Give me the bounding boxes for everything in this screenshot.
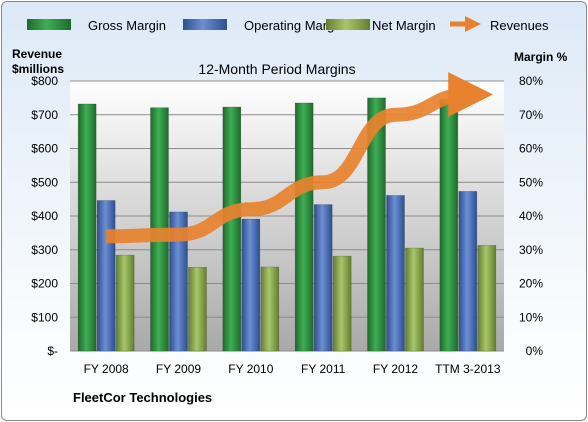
legend-label-net-margin: Net Margin [372,18,436,33]
left-tick-label: $600 [31,142,58,156]
right-tick-label: 30% [519,243,543,257]
company-name: FleetCor Technologies [73,390,212,405]
right-axis-ticks: 0% 10% 20% 30% 40% 50% 60% 70% 80% [519,74,543,358]
left-tick-label: $300 [31,243,58,257]
right-tick-label: 0% [526,344,544,358]
left-axis-label-line-1: Revenue [12,47,62,61]
category-label: FY 2008 [84,362,129,376]
operating-margin-bar [169,211,188,352]
right-tick-label: 20% [519,277,543,291]
bars [77,97,497,352]
operating-margin-bar [241,218,261,352]
left-tick-label: $700 [31,108,58,122]
net-margin-bar [260,266,280,352]
revenue-line [106,72,494,244]
left-tick-label: $100 [31,310,58,324]
gross-margin-bar [77,103,97,352]
gridlines [70,80,504,352]
legend-item-net-margin: Net Margin [326,18,436,33]
operating-margin-bar [458,191,478,352]
chart-title: 12-Month Period Margins [198,61,355,77]
left-tick-label: $200 [31,277,58,291]
legend-swatch-net-margin [326,19,370,30]
legend: Gross Margin Operating Margin Net Margin… [27,15,549,33]
left-tick-label: $500 [31,175,58,189]
right-tick-label: 60% [519,142,543,156]
right-tick-label: 70% [519,108,543,122]
category-labels: FY 2008 FY 2009 FY 2010 FY 2011 FY 2012 TTM 3… [84,362,501,376]
category-label: FY 2012 [373,362,418,376]
right-tick-label: 80% [519,74,543,88]
operating-margin-bar [96,200,116,352]
operating-margin-bar [313,204,333,352]
category-label: FY 2010 [228,362,273,376]
gross-margin-bar [294,102,314,352]
net-margin-bar [477,245,497,352]
gross-margin-bar [222,106,242,352]
legend-item-gross-margin: Gross Margin [27,18,166,33]
gross-margin-bar [439,99,459,352]
net-margin-bar [405,247,424,352]
category-label: FY 2011 [301,362,346,376]
legend-swatch-gross-margin [27,19,71,30]
left-tick-label: $- [47,344,58,358]
net-margin-bar [332,255,352,352]
legend-label-gross-margin: Gross Margin [88,18,166,33]
left-tick-label: $800 [31,74,58,88]
legend-item-operating-margin: Operating Margin [183,18,344,33]
net-margin-bar [188,266,207,352]
legend-item-revenues: Revenues [450,15,549,33]
legend-label-revenues: Revenues [490,18,549,33]
right-tick-label: 10% [519,310,543,324]
revenues-line [106,72,494,244]
net-margin-bar [115,254,135,352]
category-label: FY 2009 [156,362,201,376]
category-label: TTM 3-2013 [435,362,501,376]
legend-swatch-operating-margin [183,19,227,30]
left-tick-label: $400 [31,209,58,223]
right-tick-label: 50% [519,175,543,189]
right-axis-label: Margin % [514,50,568,64]
legend-label-operating-margin: Operating Margin [244,18,344,33]
left-axis-ticks: $- $100 $200 $300 $400 $500 $600 $700 $800 [31,74,58,358]
right-tick-label: 40% [519,209,543,223]
left-axis-label-line-2: $millions [12,62,64,76]
gross-margin-bar [367,97,386,352]
operating-margin-bar [386,195,405,352]
